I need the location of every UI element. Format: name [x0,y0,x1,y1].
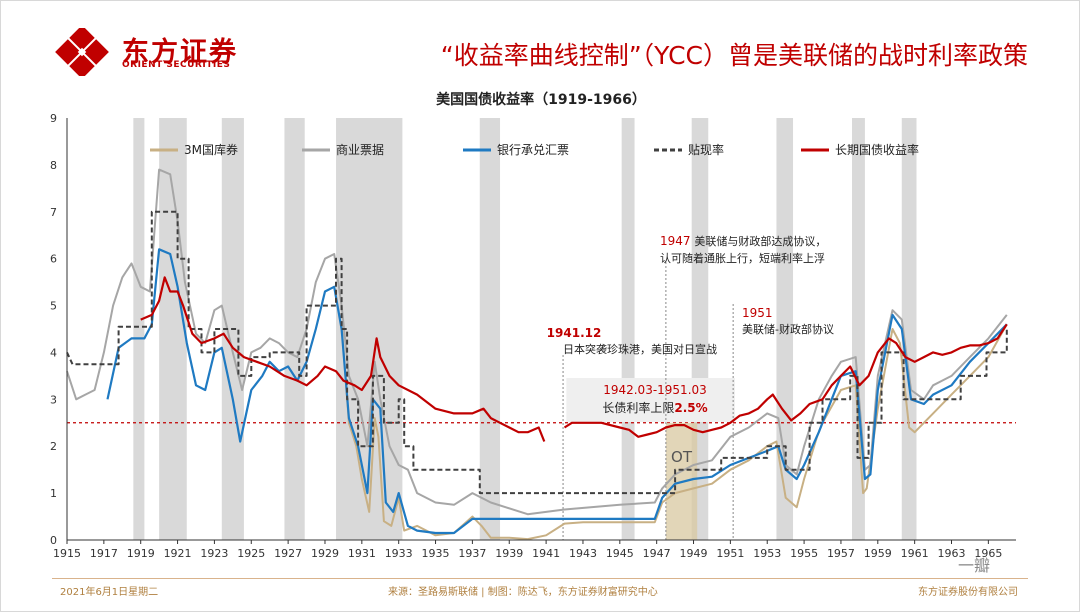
footer-company: 东方证券股份有限公司 [918,587,1018,598]
footer-rule [52,578,1028,579]
footer-source: 来源：圣路易斯联储 | 制图：陈达飞，东方证券财富研究中心 [388,587,658,598]
footer-date: 2021年6月1日星期二 [60,587,159,598]
brand-name-en: ORIENT SECURITIES [122,60,231,70]
watermark-text: 一瓣 [958,556,991,575]
orient-logo-icon [55,28,109,76]
brand-name-cn: 东方证券 [122,37,238,68]
slide-headline: “收益率曲线控制”（YCC）曾是美联储的战时利率政策 [440,41,1028,70]
